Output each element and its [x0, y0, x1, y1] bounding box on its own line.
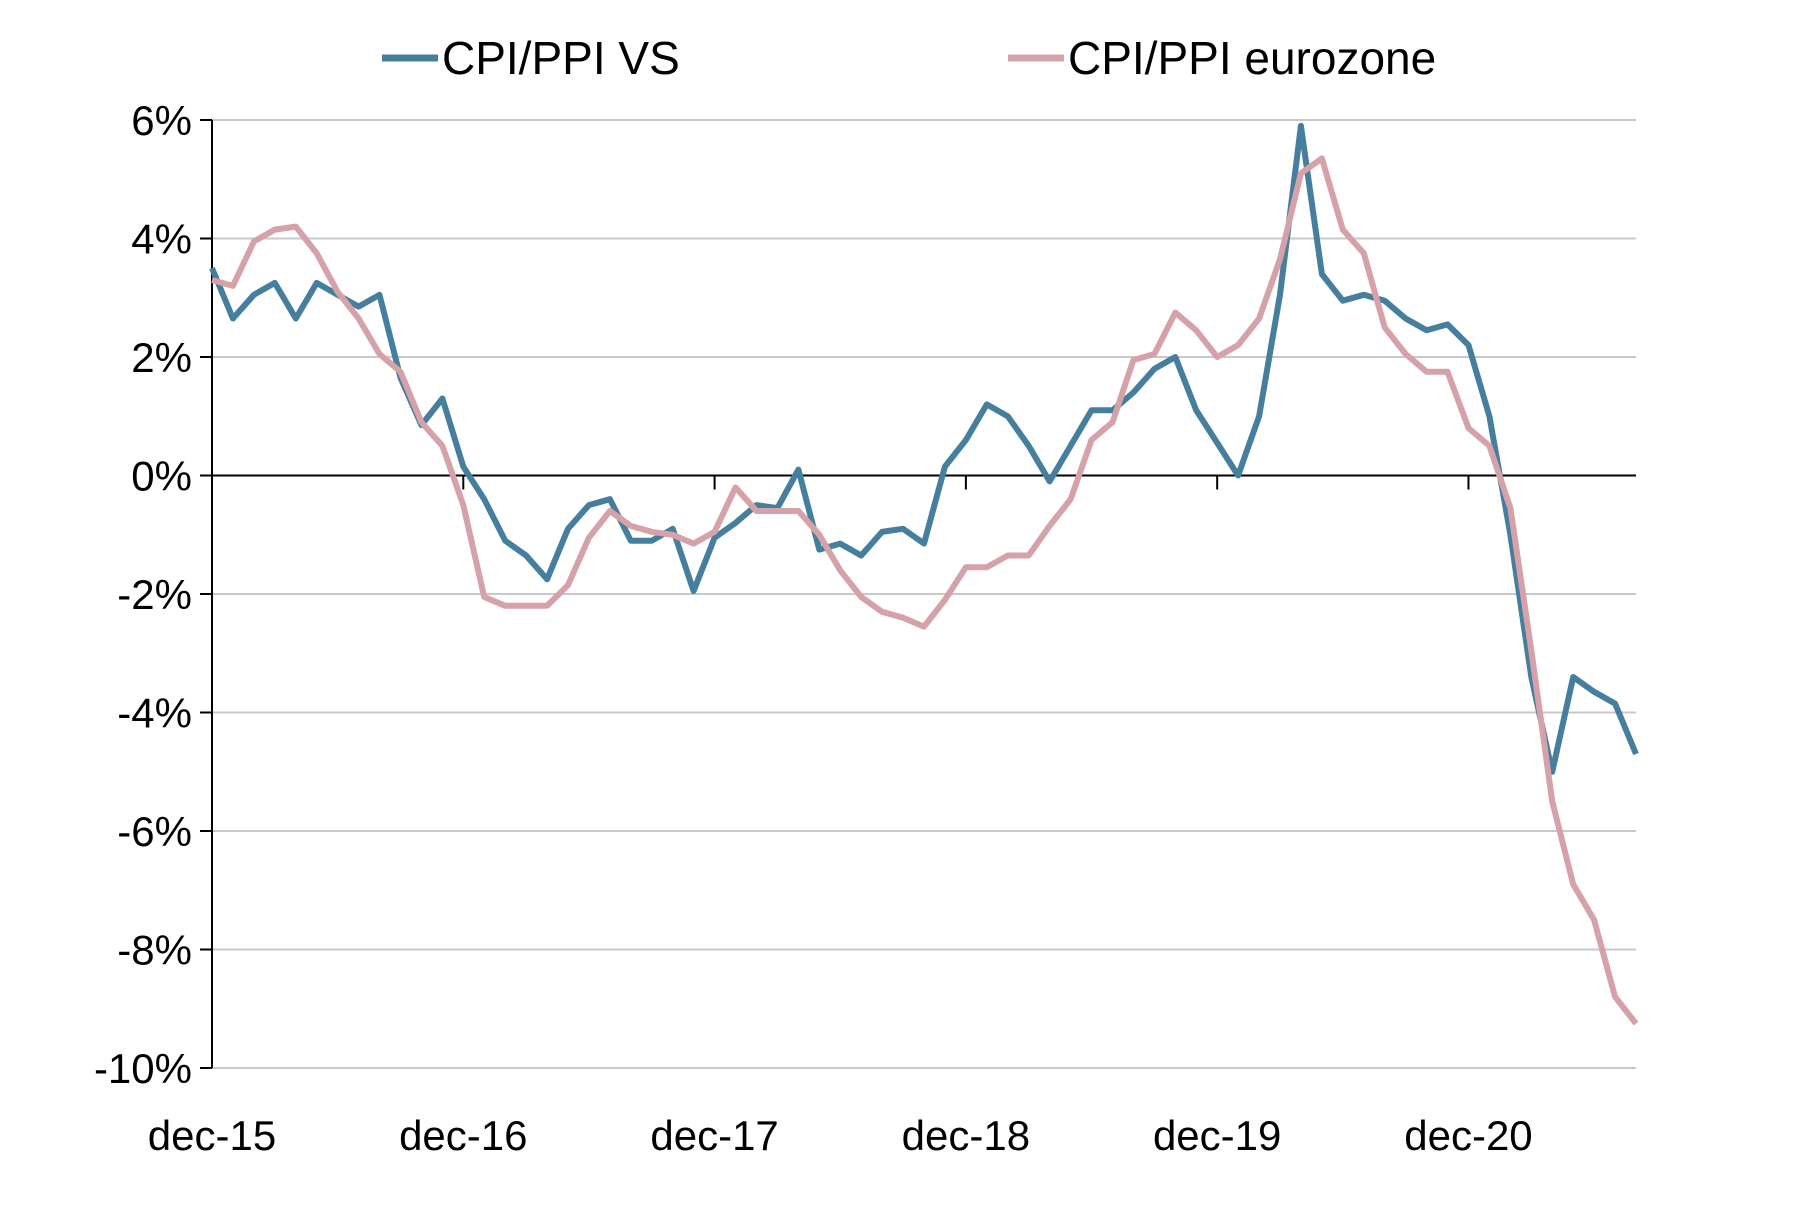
legend-label: CPI/PPI VS — [442, 32, 680, 84]
axes: 6% 4% 2% 0% -2% -4% -6% -8% -10% dec-15 dec-16 dec-… — [94, 97, 1636, 1159]
x-tick-label: dec-15 — [148, 1112, 276, 1159]
x-tick-label: dec-17 — [650, 1112, 778, 1159]
y-tick-label: -6% — [117, 808, 192, 855]
series-layer — [209, 122, 1639, 1026]
x-tick-label: dec-18 — [902, 1112, 1030, 1159]
x-tick-label: dec-16 — [399, 1112, 527, 1159]
y-tick-label: 2% — [131, 334, 192, 381]
gridlines — [212, 119, 1636, 1069]
y-tick-label: 0% — [131, 453, 192, 500]
y-tick-label: 6% — [131, 97, 192, 144]
legend: CPI/PPI VS CPI/PPI eurozone — [382, 32, 1436, 84]
series-line-cpi-ppi-eurozone — [211, 155, 1639, 1026]
series-line-cpi-ppi-vs — [209, 122, 1639, 775]
y-tick-label: 4% — [131, 216, 192, 263]
x-tick-label: dec-19 — [1153, 1112, 1281, 1159]
y-tick-label: -10% — [94, 1045, 192, 1092]
y-tick-label: -4% — [117, 690, 192, 737]
y-tick-label: -8% — [117, 927, 192, 974]
y-tick-label: -2% — [117, 571, 192, 618]
legend-label: CPI/PPI eurozone — [1068, 32, 1436, 84]
x-tick-label: dec-20 — [1404, 1112, 1532, 1159]
